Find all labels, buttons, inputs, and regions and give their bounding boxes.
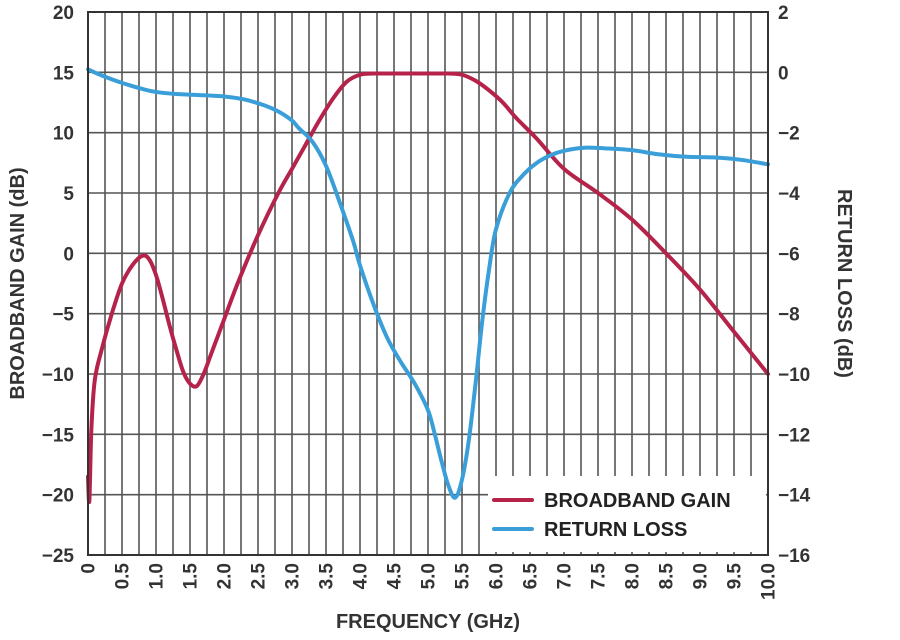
x-tick-label: 2.5 [249,563,270,590]
x-tick-label: 0.5 [113,563,134,590]
right-y-tick-label: −10 [778,365,810,386]
x-tick-label: 9.5 [725,563,746,590]
x-axis-title: FREQUENCY (GHz) [336,611,520,633]
x-tick-label: 8.0 [623,563,644,589]
x-tick-label: 5.5 [453,563,474,590]
x-tick-label: 10.0 [759,563,780,600]
left-y-tick-label: −25 [42,546,75,567]
right-y-tick-label: −8 [778,305,800,326]
left-y-tick-label: −10 [42,365,74,386]
left-y-tick-label: 20 [53,3,74,24]
right-y-axis-title: RETURN LOSS (dB) [833,189,855,378]
left-y-tick-label: 15 [53,63,75,84]
right-y-tick-label: −16 [778,546,810,567]
x-tick-label: 3.0 [283,563,304,589]
x-tick-label: 2.0 [215,563,236,589]
left-y-axis-title: BROADBAND GAIN (dB) [7,167,29,399]
left-y-tick-label: 5 [63,184,74,205]
left-y-tick-label: 0 [63,244,74,265]
x-tick-label: 7.5 [589,563,610,590]
right-y-tick-label: 2 [778,3,789,24]
series-line-broadband-gain [86,71,770,505]
series-line-return-loss [86,67,770,500]
right-y-tick-label: −2 [778,124,800,145]
left-y-tick-label: −15 [42,425,75,446]
x-tick-label: 8.5 [657,563,678,590]
x-tick-label: 9.0 [691,563,712,589]
x-tick-label: 4.0 [351,563,372,589]
tick-labels: 20151050−5−10−15−20−2520−2−4−6−8−10−12−1… [42,3,811,600]
x-tick-label: 1.5 [181,563,202,590]
right-y-tick-label: −4 [778,184,800,205]
left-y-tick-label: 10 [53,124,74,145]
left-y-tick-label: −5 [52,305,74,326]
x-tick-label: 7.0 [555,563,576,589]
x-tick-label: 1.0 [147,563,168,589]
x-tick-label: 4.5 [385,563,406,590]
legend-label-broadband-gain: BROADBAND GAIN [544,490,731,512]
legend: BROADBAND GAIN RETURN LOSS [488,476,766,552]
legend-label-return-loss: RETURN LOSS [544,519,687,541]
x-tick-label: 3.5 [317,563,338,590]
right-y-tick-label: −6 [778,244,800,265]
plot-frame [87,11,769,556]
left-y-tick-label: −20 [42,486,74,507]
right-y-tick-label: 0 [778,63,789,84]
right-y-tick-label: −12 [778,425,810,446]
legend-box [488,476,766,552]
series-layer [86,67,770,505]
x-tick-label: 0 [79,563,100,574]
x-tick-label: 6.0 [487,563,508,589]
x-tick-label: 6.5 [521,563,542,590]
right-y-tick-label: −14 [778,486,811,507]
x-tick-label: 5.0 [419,563,440,589]
